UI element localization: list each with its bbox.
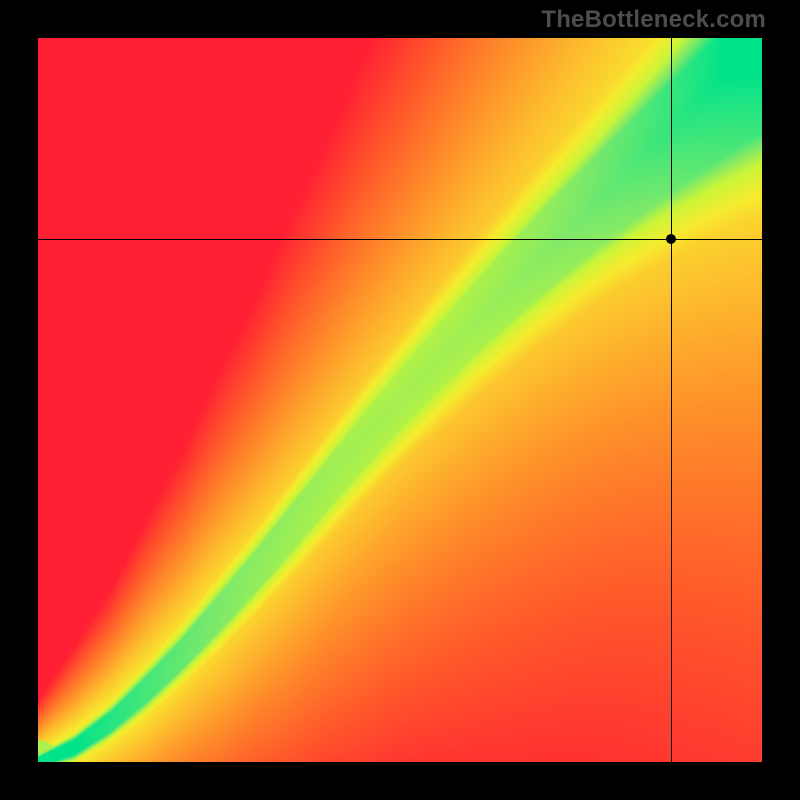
crosshair-vertical-line [671, 38, 672, 762]
crosshair-marker-dot [666, 234, 676, 244]
bottleneck-heatmap-chart: TheBottleneck.com [0, 0, 800, 800]
heatmap-plot-area [38, 38, 762, 762]
crosshair-horizontal-line [38, 239, 762, 240]
heatmap-canvas [38, 38, 762, 762]
watermark-text: TheBottleneck.com [541, 6, 766, 34]
